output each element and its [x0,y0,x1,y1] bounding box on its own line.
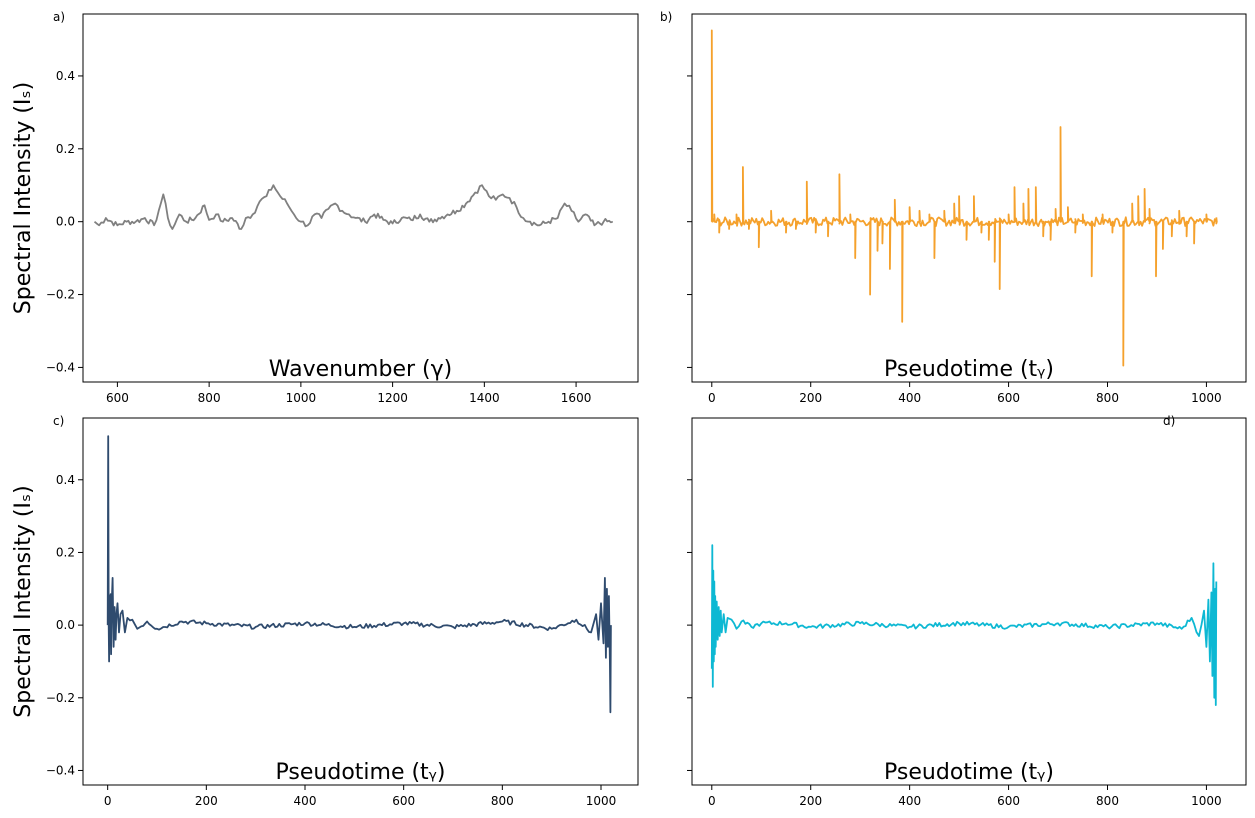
y-tick-label: −0.4 [46,763,75,777]
axes-frame [691,13,1247,383]
x-tick-label: 1000 [286,391,317,405]
x-tick-label: 400 [294,794,317,808]
x-tick-label: 0 [708,391,716,405]
panel-label: c) [53,414,64,428]
x-tick-label: 800 [1096,794,1119,808]
x-tick-label: 200 [799,391,822,405]
x-axis-label: Pseudotime (tᵧ) [884,760,1054,785]
y-axis-label: Spectral Intensity (Iₛ) [11,485,36,717]
x-tick-label: 800 [491,794,514,808]
x-tick-label: 1000 [1191,391,1222,405]
series-line [106,435,612,714]
x-tick-label: 800 [1096,391,1119,405]
y-tick-label: −0.2 [46,288,75,302]
x-tick-label: 0 [104,794,112,808]
x-axis-label: Wavenumber (γ) [269,357,452,382]
series-line [93,184,614,230]
y-tick-label: −0.2 [46,691,75,705]
panel-label: a) [53,10,65,24]
axes-frame [691,417,1247,786]
x-tick-label: 600 [997,391,1020,405]
x-tick-label: 1200 [377,391,408,405]
x-tick-label: 0 [708,794,716,808]
x-tick-label: 200 [195,794,218,808]
x-tick-label: 600 [997,794,1020,808]
x-tick-label: 600 [106,391,129,405]
panel-label: b) [660,10,672,24]
panel-label: d) [1163,414,1175,428]
y-tick-label: 0.4 [56,473,75,487]
x-tick-label: 200 [799,794,822,808]
y-tick-label: −0.4 [46,360,75,374]
x-axis-label: Pseudotime (tᵧ) [276,760,446,785]
x-tick-label: 400 [898,391,921,405]
axes-frame [82,417,639,786]
axes-frame [82,13,639,383]
panel-c: 0 200 400 600 800 1000 −0.4 −0.2 0.0 0.2 0.4 Pseudo… [11,414,639,808]
panel-b: 0 200 400 600 800 1000 Pseudotime (tᵧ) b) [660,10,1247,405]
x-tick-label: 400 [898,794,921,808]
x-tick-label: 600 [392,794,415,808]
panel-a: 600 800 1000 1200 1400 1600 −0.4 −0.2 0.0 0.2 0.4 W… [11,10,639,405]
x-tick-label: 1600 [561,391,592,405]
x-axis-label: Pseudotime (tᵧ) [884,357,1054,382]
series-line [710,544,1218,706]
x-tick-label: 1000 [1191,794,1222,808]
y-tick-label: 0.0 [56,215,75,229]
y-tick-label: 0.2 [56,142,75,156]
y-axis-label: Spectral Intensity (Iₛ) [11,82,36,314]
y-tick-label: 0.2 [56,545,75,559]
series-line [710,29,1218,367]
y-tick-label: 0.4 [56,69,75,83]
x-tick-label: 1000 [586,794,617,808]
panel-d: 0 200 400 600 800 1000 Pseudotime (tᵧ) d) [687,414,1247,808]
x-tick-label: 800 [198,391,221,405]
y-tick-label: 0.0 [56,618,75,632]
x-tick-label: 1400 [469,391,500,405]
